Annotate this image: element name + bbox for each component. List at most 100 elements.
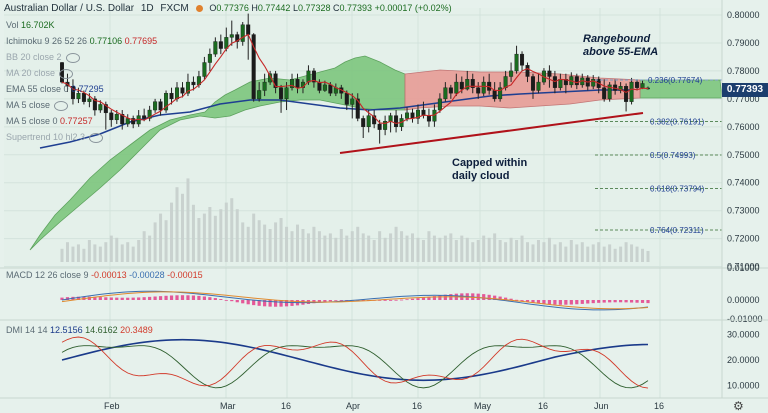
settings-gear-icon[interactable]: ⚙ (733, 399, 744, 413)
price-axis-tick: 0.73000 (727, 206, 760, 216)
volume-bar (328, 233, 332, 262)
vol-legend[interactable]: Vol 16.702K (6, 20, 55, 30)
macd-histogram-bar (164, 295, 168, 300)
volume-bar (465, 237, 469, 262)
macd-histogram-bar (575, 300, 579, 305)
time-axis-tick: 16 (412, 401, 422, 411)
macd-legend[interactable]: MACD 12 26 close 9 -0.00013 -0.00028 -0.… (6, 270, 203, 280)
volume-bar (274, 222, 278, 262)
volume-bar (471, 242, 475, 262)
macd-histogram-bar (76, 296, 81, 300)
volume-bar (438, 237, 442, 262)
volume-bar (334, 237, 338, 262)
volume-bar (93, 244, 97, 262)
bb-legend[interactable]: BB 20 close 2 (6, 52, 80, 63)
volume-bar (350, 231, 354, 262)
volume-bar (71, 246, 75, 262)
macd-histogram-bar (279, 300, 283, 307)
candle-body (103, 104, 108, 114)
ma5-legend[interactable]: MA 5 close 0 0.77257 (6, 116, 93, 126)
candle-body (164, 93, 169, 111)
macd-histogram-bar (536, 300, 541, 304)
candle-body (591, 79, 596, 87)
volume-bar (443, 235, 447, 262)
volume-bar (635, 246, 639, 262)
volume-bar (126, 242, 130, 262)
annotation-rangebound: Rangebound above 55-EMA (583, 33, 659, 58)
volume-bar (476, 240, 480, 262)
hidden-eye-icon[interactable] (54, 100, 69, 111)
candle-body (350, 98, 355, 105)
candle-body (388, 115, 393, 122)
volume-bar (285, 226, 289, 262)
macd-histogram-bar (284, 300, 289, 307)
volume-bar (213, 215, 217, 262)
candle-body (251, 34, 256, 100)
candle-body (311, 70, 316, 83)
volume-bar (641, 248, 645, 262)
macd-histogram-bar (586, 300, 590, 304)
candle-body (120, 114, 125, 125)
candle-body (328, 84, 333, 94)
symbol-title[interactable]: Australian Dollar / U.S. Dollar (4, 3, 135, 14)
macd-histogram-bar (213, 298, 217, 300)
candle-body (481, 81, 486, 94)
macd-histogram-bar (252, 300, 256, 306)
candle-body (563, 79, 568, 86)
price-axis-tick: 0.78000 (727, 66, 760, 76)
volume-bar (268, 229, 272, 262)
volume-bar (153, 222, 157, 262)
ma5-line (61, 33, 649, 125)
symbol-header: Australian Dollar / U.S. Dollar 1D FXCM … (4, 3, 452, 14)
last-price-tag: 0.77393 (722, 83, 768, 97)
volume-bar (257, 220, 261, 262)
price-axis-tick: 0.74000 (727, 178, 760, 188)
interval-label[interactable]: 1D (140, 3, 154, 14)
candle-body (394, 115, 399, 128)
volume-bar (279, 218, 283, 262)
hidden-eye-icon[interactable] (65, 52, 80, 63)
ichimoku-legend[interactable]: Ichimoku 9 26 52 26 0.77106 0.77695 (6, 36, 158, 46)
supertrend-legend[interactable]: Supertrend 10 hl2 3 (6, 132, 104, 143)
candle-body (361, 118, 366, 128)
macd-histogram-bar (405, 299, 409, 301)
time-axis-tick: 16 (281, 401, 291, 411)
ema-legend[interactable]: EMA 55 close 0 0.77295 (6, 84, 104, 94)
price-axis-tick: 0.71000 (727, 262, 760, 272)
candle-body (284, 87, 289, 100)
volume-bar (159, 213, 163, 262)
hidden-eye-icon[interactable] (89, 132, 104, 143)
macd-histogram-bar (388, 300, 393, 301)
ma-legend[interactable]: MA 5 close (6, 100, 69, 111)
time-axis-tick: Jun (594, 401, 609, 411)
hidden-eye-icon[interactable] (59, 68, 74, 79)
volume-bar (389, 233, 393, 262)
volume-bar (531, 244, 535, 262)
macd-histogram-bar (629, 300, 634, 303)
candle-body (624, 86, 629, 102)
macd-histogram-bar (246, 300, 250, 305)
macd-histogram-bar (421, 297, 426, 300)
candle-body (547, 70, 552, 77)
candle-body (426, 115, 431, 122)
dmi-legend[interactable]: DMI 14 14 12.5156 14.6162 20.3489 (6, 325, 153, 335)
volume-bar (547, 237, 551, 262)
volume-bar (312, 226, 316, 262)
dmi-minus-line (61, 336, 649, 389)
candle-body (465, 79, 470, 90)
candle-body (602, 87, 607, 100)
ma20-legend[interactable]: MA 20 close (6, 68, 74, 79)
candle-body (520, 53, 525, 66)
macd-histogram-bar (263, 300, 267, 307)
fib-level-label: 0.618(0.73794) (650, 184, 705, 193)
macd-histogram-bar (235, 300, 239, 303)
candle-body (476, 87, 481, 94)
annotation-capped: Capped within daily cloud (452, 157, 528, 182)
time-axis-tick: 16 (538, 401, 548, 411)
macd-histogram-bar (126, 297, 130, 300)
candle-body (306, 70, 311, 83)
macd-histogram-bar (416, 298, 420, 300)
fib-level-label: 0.764(0.72311) (650, 226, 704, 235)
price-axis-tick: 0.79000 (727, 38, 760, 48)
candle-body (295, 79, 300, 88)
